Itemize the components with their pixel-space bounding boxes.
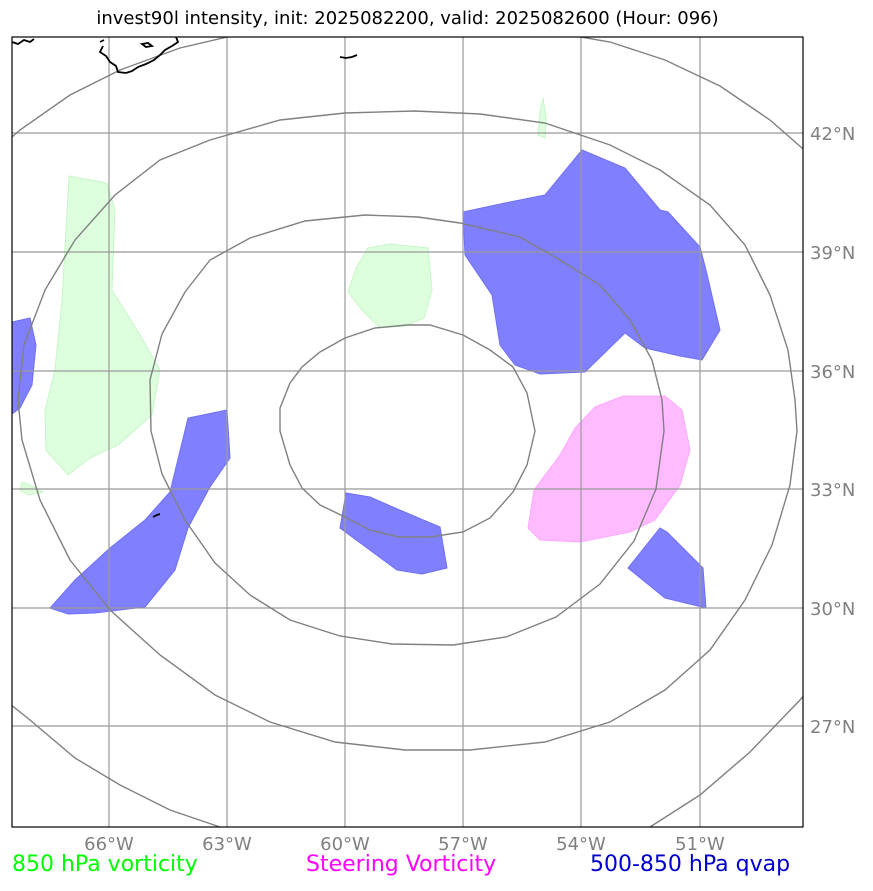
lon-label-51w: 51°W bbox=[675, 834, 725, 855]
longitude-labels: 66°W 63°W 60°W 57°W 54°W 51°W bbox=[84, 834, 725, 855]
steering-vorticity-areas bbox=[527, 395, 691, 543]
map-title: invest90l intensity, init: 2025082200, v… bbox=[96, 8, 719, 29]
qvap-area-northeast bbox=[462, 149, 721, 375]
steering-area-east bbox=[527, 395, 691, 543]
qvap-area-center-south bbox=[339, 492, 448, 575]
coastlines bbox=[12, 37, 358, 518]
lat-label-30n: 30°N bbox=[810, 599, 855, 620]
ring-4 bbox=[12, 37, 803, 150]
vorticity-850-areas bbox=[19, 97, 547, 496]
lat-label-33n: 33°N bbox=[810, 480, 855, 501]
qvap-area-southeast bbox=[627, 527, 707, 609]
vorticity-area-north bbox=[537, 97, 547, 139]
vorticity-area-west bbox=[44, 175, 161, 476]
qvap-area-west-edge bbox=[12, 317, 37, 415]
coast-island-small bbox=[139, 42, 155, 48]
lon-label-63w: 63°W bbox=[202, 834, 252, 855]
legend-steering-vorticity: Steering Vorticity bbox=[306, 852, 497, 877]
ring-3 bbox=[17, 110, 798, 751]
latitude-labels: 42°N 39°N 36°N 33°N 30°N 27°N bbox=[810, 124, 855, 738]
coast-sable-island bbox=[339, 54, 358, 59]
ring-4-bottom-right bbox=[647, 695, 803, 827]
coast-bermuda bbox=[152, 513, 161, 518]
legend-qvap-500-850: 500-850 hPa qvap bbox=[590, 852, 791, 877]
legend-vorticity-850: 850 hPa vorticity bbox=[12, 852, 198, 877]
lon-label-60w: 60°W bbox=[320, 834, 370, 855]
graticule bbox=[12, 37, 803, 827]
lon-label-66w: 66°W bbox=[84, 834, 134, 855]
ring-2 bbox=[149, 214, 665, 646]
lat-label-42n: 42°N bbox=[810, 124, 855, 145]
lat-label-39n: 39°N bbox=[810, 243, 855, 264]
coast-corner bbox=[12, 38, 35, 45]
distance-rings bbox=[12, 37, 803, 827]
vorticity-area-center bbox=[347, 243, 433, 329]
lat-label-27n: 27°N bbox=[810, 717, 855, 738]
lon-label-54w: 54°W bbox=[556, 834, 606, 855]
qvap-areas bbox=[12, 149, 721, 615]
ring-4-bottom bbox=[12, 704, 223, 827]
ring-1 bbox=[279, 324, 536, 538]
coast-nova-scotia bbox=[98, 37, 180, 74]
lat-label-36n: 36°N bbox=[810, 362, 855, 383]
lon-label-57w: 57°W bbox=[438, 834, 488, 855]
map-content bbox=[12, 37, 803, 827]
map-frame bbox=[11, 36, 804, 828]
